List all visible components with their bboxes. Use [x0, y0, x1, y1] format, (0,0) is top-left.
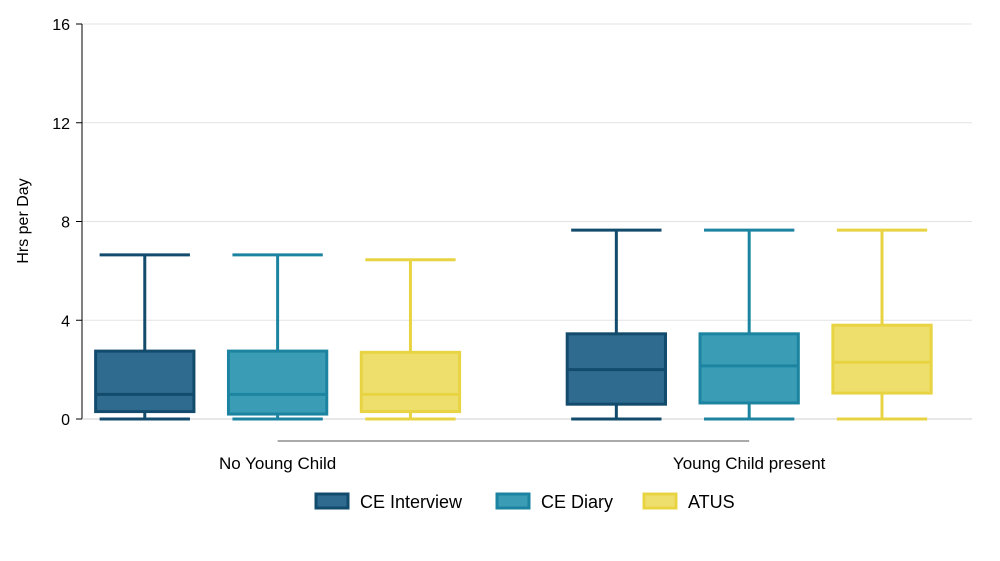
iqr-box	[698, 332, 800, 405]
box-ce-diary	[698, 228, 800, 421]
y-tick-label: 16	[52, 17, 70, 34]
box-ce-interview	[565, 228, 667, 421]
legend-label: CE Diary	[541, 492, 613, 512]
legend-label: ATUS	[688, 492, 735, 512]
iqr-box	[94, 349, 196, 414]
axis-layer: 0 4 8 12 16	[52, 17, 972, 429]
y-tick-label: 12	[52, 116, 70, 133]
box-atus	[831, 228, 933, 421]
legend: CE Interview CE Diary ATUS	[314, 492, 735, 512]
legend-swatch	[495, 492, 531, 510]
category-label: Young Child present	[673, 454, 826, 473]
legend-swatch	[314, 492, 350, 510]
category-label: No Young Child	[219, 454, 336, 473]
box-ce-interview	[94, 253, 196, 421]
box-ce-diary	[226, 253, 329, 421]
group-label-layer: No Young Child Young Child present	[219, 440, 826, 473]
legend-label: CE Interview	[360, 492, 463, 512]
legend-swatch	[642, 492, 678, 510]
box-atus	[359, 258, 462, 421]
y-axis-title: Hrs per Day	[15, 178, 32, 263]
legend-item: CE Diary	[495, 492, 613, 512]
y-tick-label: 0	[61, 412, 70, 429]
legend-item: CE Interview	[314, 492, 463, 512]
grid-layer	[82, 23, 972, 321]
iqr-box	[831, 323, 933, 395]
y-tick-label: 4	[61, 313, 70, 330]
iqr-box	[226, 349, 329, 416]
box-layer	[94, 228, 933, 421]
legend-item: ATUS	[642, 492, 735, 512]
y-tick-label: 8	[61, 215, 70, 232]
iqr-box	[359, 350, 462, 414]
